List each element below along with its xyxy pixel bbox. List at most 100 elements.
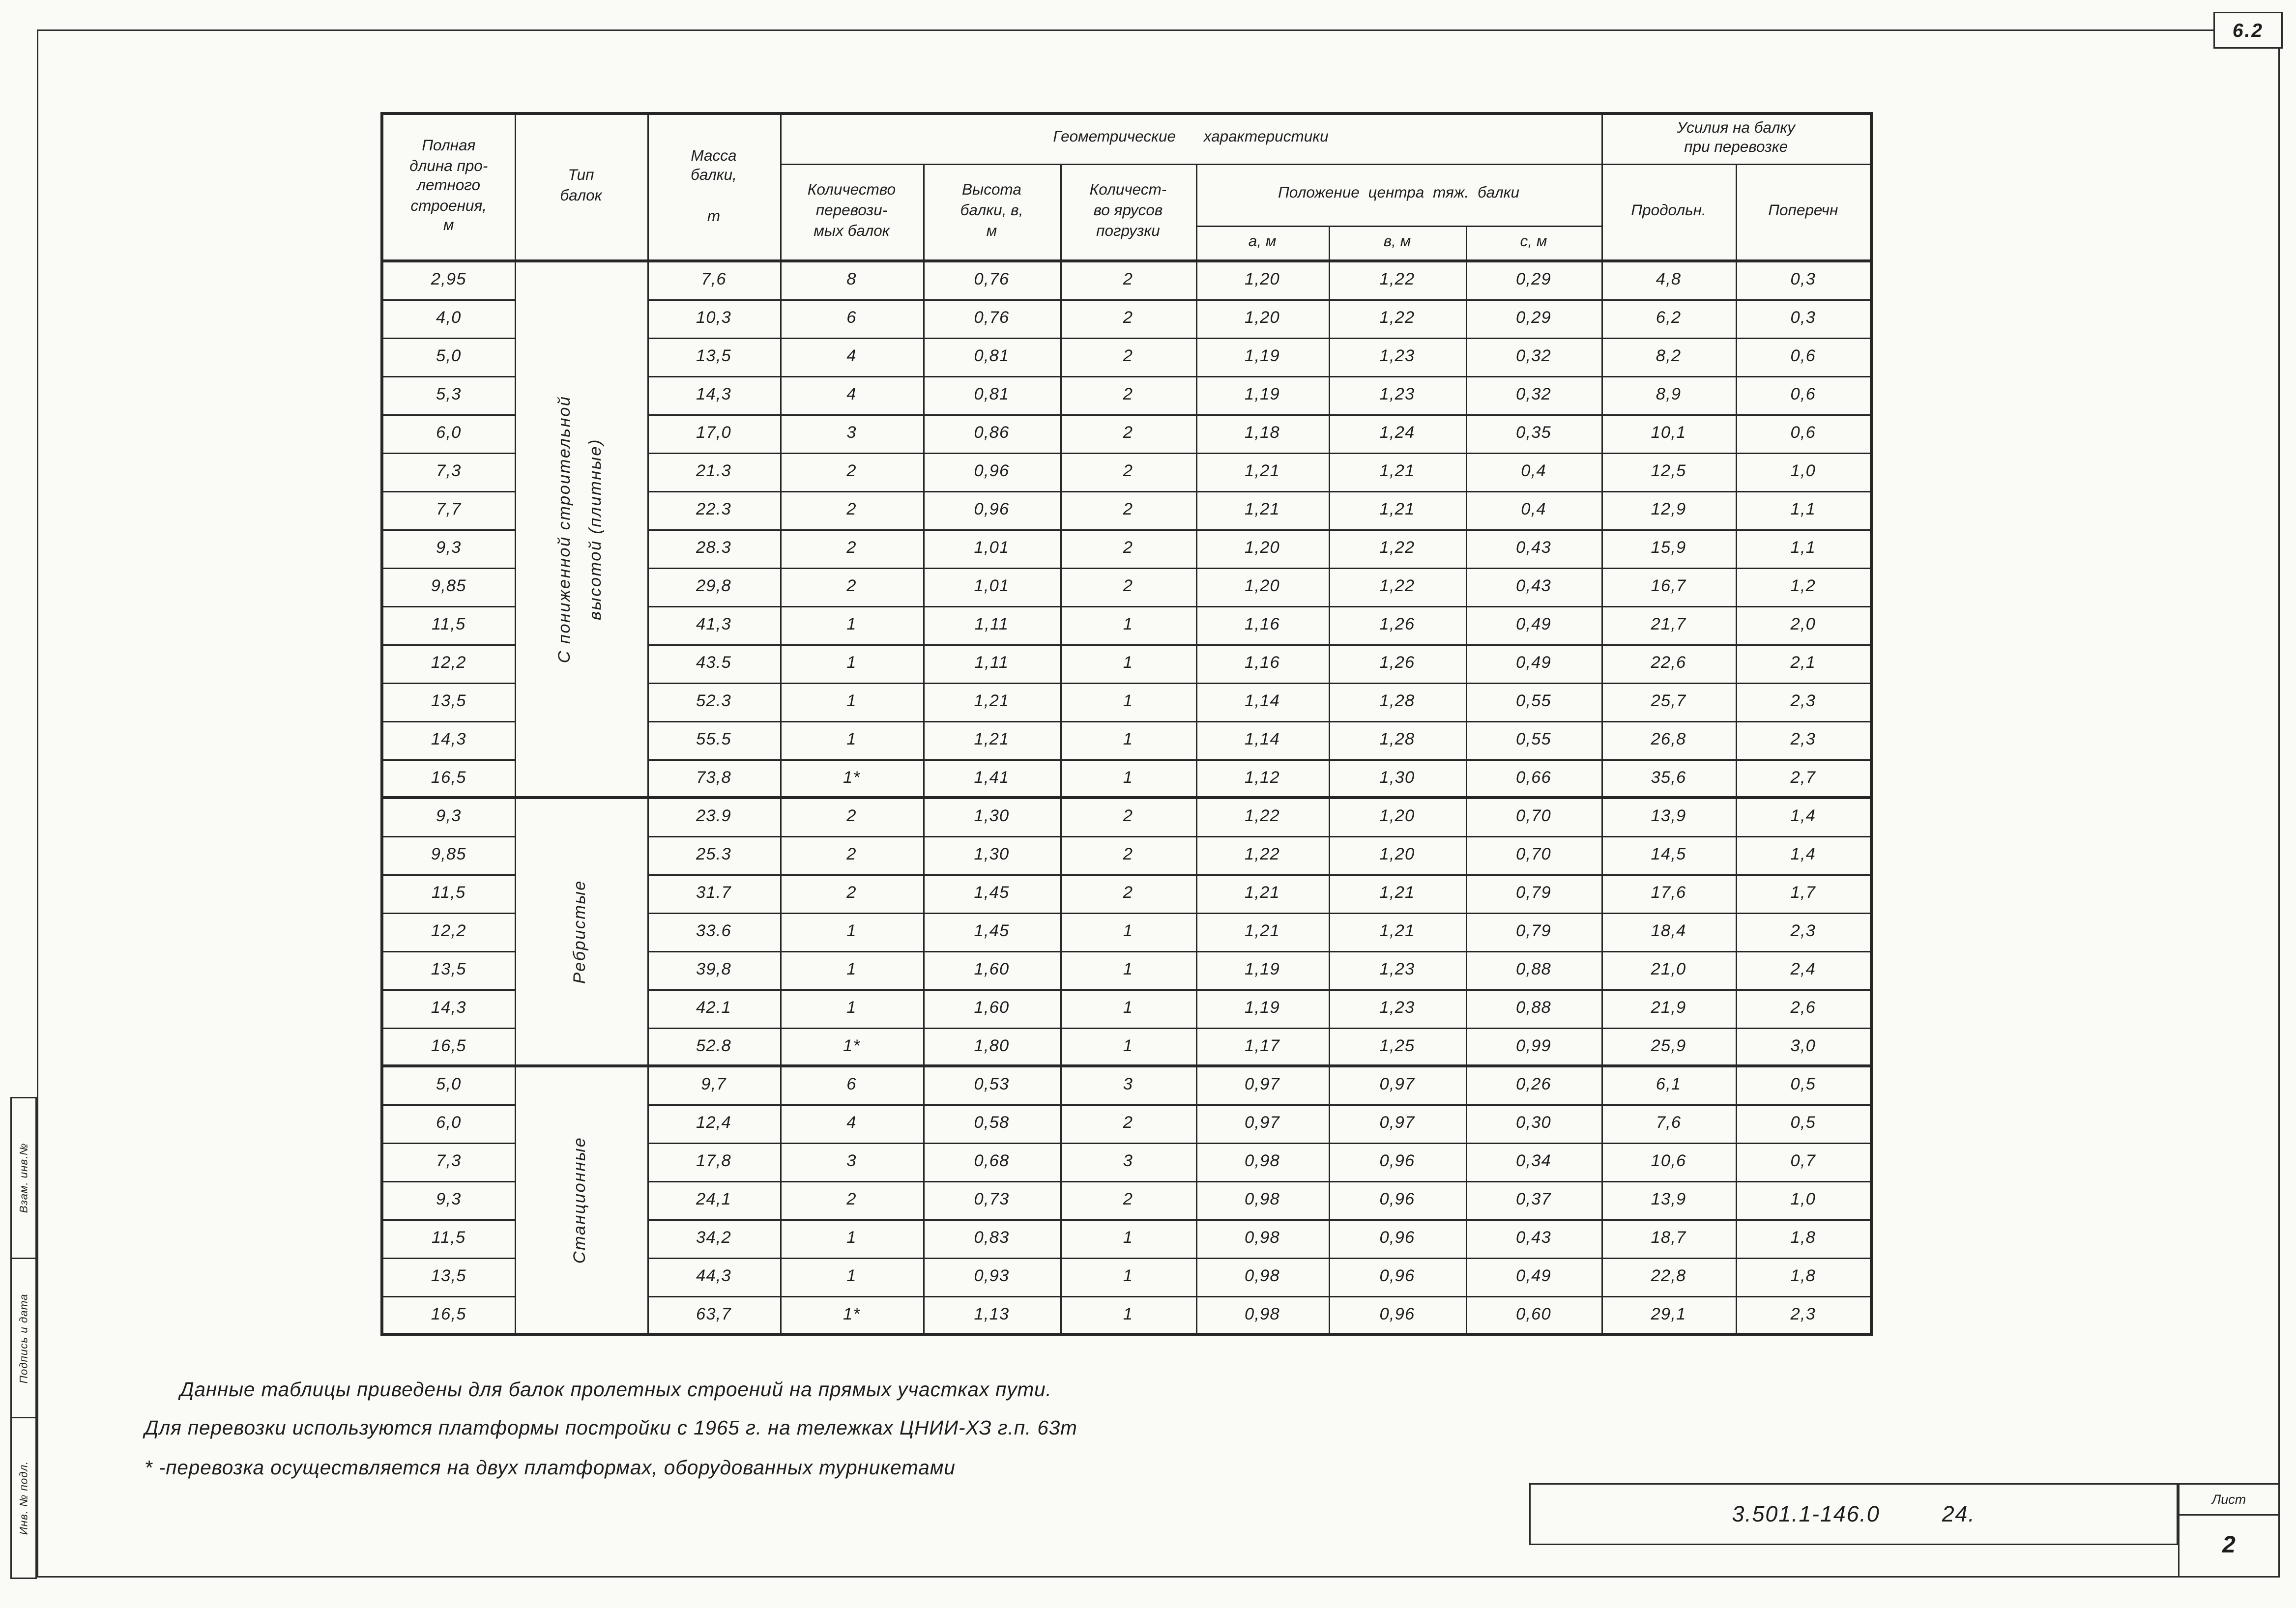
- table-cell: 1: [779, 912, 924, 952]
- table-cell: 2: [1059, 528, 1197, 569]
- table-cell: 43.5: [646, 643, 781, 684]
- note-line: Данные таблицы приведены для балок проле…: [180, 1378, 1052, 1401]
- table-cell: 1,17: [1195, 1027, 1330, 1067]
- table-cell: 17,0: [646, 413, 781, 454]
- table-cell: 13,5: [646, 337, 781, 377]
- table-cell: 1,21: [1328, 452, 1467, 492]
- table-cell: 0,97: [1195, 1103, 1330, 1144]
- table-cell: 44,3: [646, 1257, 781, 1297]
- table-cell: 1,22: [1195, 796, 1330, 837]
- table-cell: 1,41: [922, 758, 1061, 799]
- table-cell: 3: [779, 1142, 924, 1182]
- table-body: 2,95 С пониженной строительной высотой (п…: [381, 259, 1872, 1335]
- table-cell: 35,6: [1600, 758, 1737, 799]
- table-cell: 3: [1059, 1142, 1197, 1182]
- table-cell: 11,5: [381, 1218, 516, 1259]
- col-header-v: в, м: [1328, 225, 1467, 262]
- table-cell: 0,32: [1465, 337, 1602, 377]
- table-cell: 1: [1059, 758, 1197, 799]
- table-cell: 1,20: [1195, 528, 1330, 569]
- table-cell: 1,11: [922, 605, 1061, 645]
- table-cell: 7,3: [381, 1142, 516, 1182]
- table-cell: 7,6: [1600, 1103, 1737, 1144]
- table-cell: 41,3: [646, 605, 781, 645]
- table-cell: 1,30: [1328, 758, 1467, 799]
- table-cell: 0,97: [1328, 1103, 1467, 1144]
- table-row: 7,7 22.3 2 0,96 2 1,21 1,21 0,4 12,9 1,1: [381, 490, 1872, 530]
- table-cell: 2: [1059, 873, 1197, 914]
- table-cell: 1,20: [1195, 567, 1330, 607]
- table-cell: 12,4: [646, 1103, 781, 1144]
- table-cell: 1,26: [1328, 643, 1467, 684]
- beam-characteristics-table: Полная длина про- летного строения, м Ти…: [380, 112, 1873, 1336]
- table-cell: 1,19: [1195, 950, 1330, 990]
- beam-type-cell: С пониженной строительной высотой (плитн…: [514, 259, 648, 799]
- table-cell: 0,3: [1735, 298, 1872, 339]
- table-cell: 5,0: [381, 337, 516, 377]
- table-cell: 6: [779, 1064, 924, 1105]
- table-cell: 0,43: [1465, 1218, 1602, 1259]
- stamp-cell: Взам. инв.№: [10, 1097, 37, 1259]
- table-cell: 1: [1059, 720, 1197, 760]
- table-cell: 21,7: [1600, 605, 1737, 645]
- sheet-label: Лист: [2180, 1485, 2278, 1516]
- table-cell: 2: [779, 528, 924, 569]
- table-cell: 6,0: [381, 413, 516, 454]
- table-cell: 1: [779, 605, 924, 645]
- table-cell: 6,0: [381, 1103, 516, 1144]
- table-cell: 0,98: [1195, 1257, 1330, 1297]
- table-cell: 6,2: [1600, 298, 1737, 339]
- table-cell: 2,95: [381, 259, 516, 300]
- table-cell: 12,5: [1600, 452, 1737, 492]
- table-cell: 1: [1059, 605, 1197, 645]
- table-cell: 3: [1059, 1064, 1197, 1105]
- table-cell: 1,30: [922, 796, 1061, 837]
- table-cell: 1: [779, 1257, 924, 1297]
- table-cell: 12,9: [1600, 490, 1737, 530]
- table-cell: 1: [1059, 1027, 1197, 1067]
- table-cell: 1,0: [1735, 452, 1872, 492]
- table-cell: 1,21: [1195, 452, 1330, 492]
- table-cell: 9,85: [381, 835, 516, 875]
- table-row: 11,5 41,3 1 1,11 1 1,16 1,26 0,49 21,7 2,0: [381, 605, 1872, 645]
- table-cell: 1,80: [922, 1027, 1061, 1067]
- table-cell: 18,4: [1600, 912, 1737, 952]
- col-header-c: с, м: [1465, 225, 1602, 262]
- table-cell: 1,22: [1195, 835, 1330, 875]
- table-cell: 5,3: [381, 375, 516, 415]
- table-cell: 42.1: [646, 988, 781, 1029]
- table-cell: 0,76: [922, 298, 1061, 339]
- table-cell: 1,1: [1735, 490, 1872, 530]
- table-cell: 1: [1059, 988, 1197, 1029]
- col-header-tiers: Количест- во ярусов погрузки: [1059, 163, 1197, 262]
- table-cell: 5,0: [381, 1064, 516, 1105]
- table-cell: 1: [779, 720, 924, 760]
- table-cell: 0,66: [1465, 758, 1602, 799]
- table-cell: 2: [1059, 413, 1197, 454]
- table-row: 13,5 39,8 1 1,60 1 1,19 1,23 0,88 21,0 2,4: [381, 950, 1872, 990]
- table-cell: 0,83: [922, 1218, 1061, 1259]
- col-header-center-of-gravity: Положение центра тяж. балки: [1195, 163, 1602, 227]
- table-cell: 2: [779, 452, 924, 492]
- table-row: 9,3 24,1 2 0,73 2 0,98 0,96 0,37 13,9 1,0: [381, 1180, 1872, 1220]
- table-cell: 1,01: [922, 528, 1061, 569]
- table-cell: 33.6: [646, 912, 781, 952]
- table-cell: 0,98: [1195, 1218, 1330, 1259]
- table-cell: 28.3: [646, 528, 781, 569]
- table-cell: 0,4: [1465, 490, 1602, 530]
- table-row: 13,5 44,3 1 0,93 1 0,98 0,96 0,49 22,8 1,8: [381, 1257, 1872, 1297]
- table-cell: 0,53: [922, 1064, 1061, 1105]
- table-cell: 2,0: [1735, 605, 1872, 645]
- table-cell: 0,96: [1328, 1257, 1467, 1297]
- table-cell: 1,13: [922, 1295, 1061, 1335]
- table-cell: 0,96: [1328, 1295, 1467, 1335]
- table-cell: 0,55: [1465, 720, 1602, 760]
- table-header-row-3: а, м в, м с, м: [382, 225, 1871, 262]
- table-cell: 0,96: [1328, 1142, 1467, 1182]
- table-cell: 2,3: [1735, 720, 1872, 760]
- stamp-label: Подпись и дата: [17, 1293, 30, 1383]
- table-cell: 21.3: [646, 452, 781, 492]
- table-cell: 1: [779, 643, 924, 684]
- table-cell: 11,5: [381, 873, 516, 914]
